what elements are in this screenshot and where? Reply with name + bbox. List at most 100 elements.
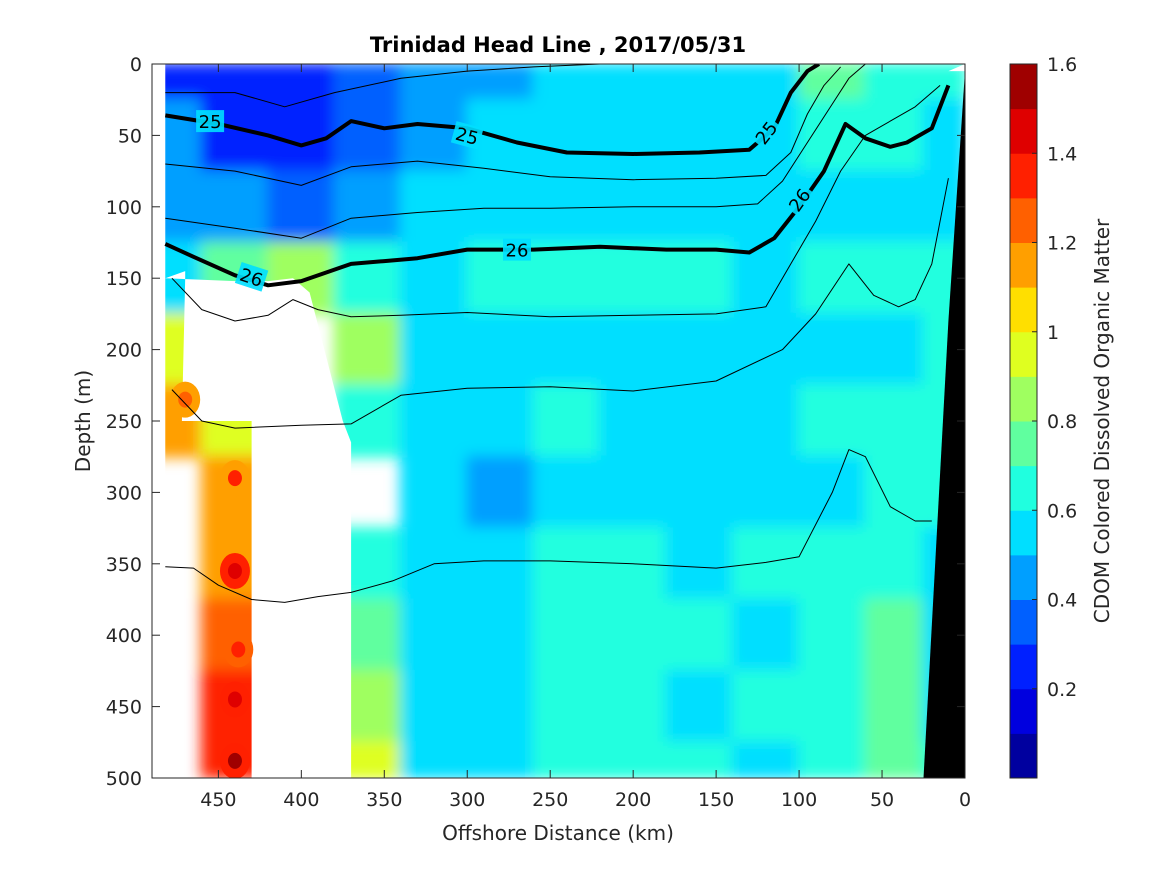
cdom-cell [598,455,668,530]
colorbar-tick-label: 1 [1047,322,1059,344]
cdom-cell [864,669,925,744]
cdom-cell [399,741,469,778]
isopycnal-thin [165,64,601,108]
colorbar-band [1010,554,1037,600]
y-axis-label: Depth (m) [71,370,95,472]
contour-label-bg [782,181,817,218]
colorbar-band [1010,153,1037,199]
colorbar-band [1010,421,1037,467]
y-tick-label: 150 [106,268,142,290]
cdom-cell [466,669,535,744]
cdom-cell [731,741,801,778]
high-cdom-core [227,470,242,487]
y-tick-label: 0 [130,54,142,76]
cdom-cell [399,384,469,458]
cdom-cell [665,527,734,601]
isopycnal-thin [171,85,941,322]
isopycnal-26 [164,84,951,288]
isopycnal-thin [171,178,949,429]
isopycnal-thin [165,66,841,186]
cdom-cell [532,741,601,778]
cdom-cell [466,455,535,530]
contour-label-bg [234,262,269,292]
cdom-cell [399,170,469,244]
colorbar-band [1010,644,1037,690]
contour-label: 25 [199,112,222,133]
cdom-cell [864,527,925,601]
cdom-cell [731,384,801,458]
cdom-cell [399,64,469,101]
cdom-cell [200,170,270,244]
cdom-cell [731,598,801,672]
cdom-cell [399,455,469,530]
cdom-cell [466,527,535,601]
high-cdom-core [227,562,242,579]
contour-label: 26 [506,241,529,262]
cdom-cell [864,455,925,530]
cdom-cell [466,170,535,244]
colorbar-label: CDOM Colored Dissolved Organic Matter [1090,218,1114,623]
no-data-region [165,271,352,778]
x-tick-label: 300 [449,789,485,811]
cdom-cell [598,598,668,672]
cdom-cell [532,527,601,601]
colorbar-band [1010,108,1037,154]
contour-label-bg [196,110,225,133]
cdom-cell [598,241,668,315]
cdom-cell [598,98,668,173]
contour-label-bg [748,114,784,151]
high-cdom-core [178,391,193,408]
cdom-cell [665,64,734,101]
contour-label-group: 26 [503,238,531,262]
colorbar-tick-label: 0.2 [1047,679,1077,701]
colorbar-tick-label: 1.4 [1047,143,1077,165]
colorbar-band [1010,510,1037,556]
cdom-cell [731,669,801,744]
colorbar-band [1010,64,1037,110]
colorbar-band [1010,688,1037,734]
cdom-cell [798,741,867,778]
x-tick-label: 400 [283,789,319,811]
cdom-cell [532,170,601,244]
no-data-corner [948,64,965,72]
colorbar-band [1010,465,1037,511]
y-tick-label: 50 [118,125,142,147]
x-tick-label: 450 [200,789,236,811]
cdom-cell [532,455,601,530]
cdom-cell [466,384,535,458]
cdom-cell [731,455,801,530]
cdom-cell [466,741,535,778]
cdom-cell [864,170,925,244]
cdom-cell [333,64,402,101]
cdom-cell [864,64,925,101]
x-tick-label: 100 [781,789,817,811]
cdom-cell [864,598,925,672]
cdom-cell [532,64,601,101]
cdom-cell [864,741,925,778]
y-tick-label: 400 [106,625,142,647]
cdom-cell [532,669,601,744]
cdom-cell [598,312,668,387]
cdom-cell [532,241,601,315]
x-axis-label: Offshore Distance (km) [442,821,674,845]
cdom-cell [798,241,867,315]
colorbar-band [1010,331,1037,377]
cdom-cell [532,384,601,458]
y-tick-label: 350 [106,554,142,576]
isopycnal-thin [165,64,866,239]
cdom-cell [665,598,734,672]
high-cdom-core [231,641,246,658]
x-tick-label: 150 [698,789,734,811]
cdom-cell [598,384,668,458]
colorbar-tick-label: 1.2 [1047,233,1077,255]
cdom-cell [532,598,601,672]
cdom-cell [864,312,925,387]
cdom-cell [333,98,402,173]
cdom-cell [532,312,601,387]
y-tick-label: 250 [106,411,142,433]
cdom-cell [267,98,336,173]
cdom-cell [532,98,601,173]
colorbar-tick-label: 0.6 [1047,500,1077,522]
